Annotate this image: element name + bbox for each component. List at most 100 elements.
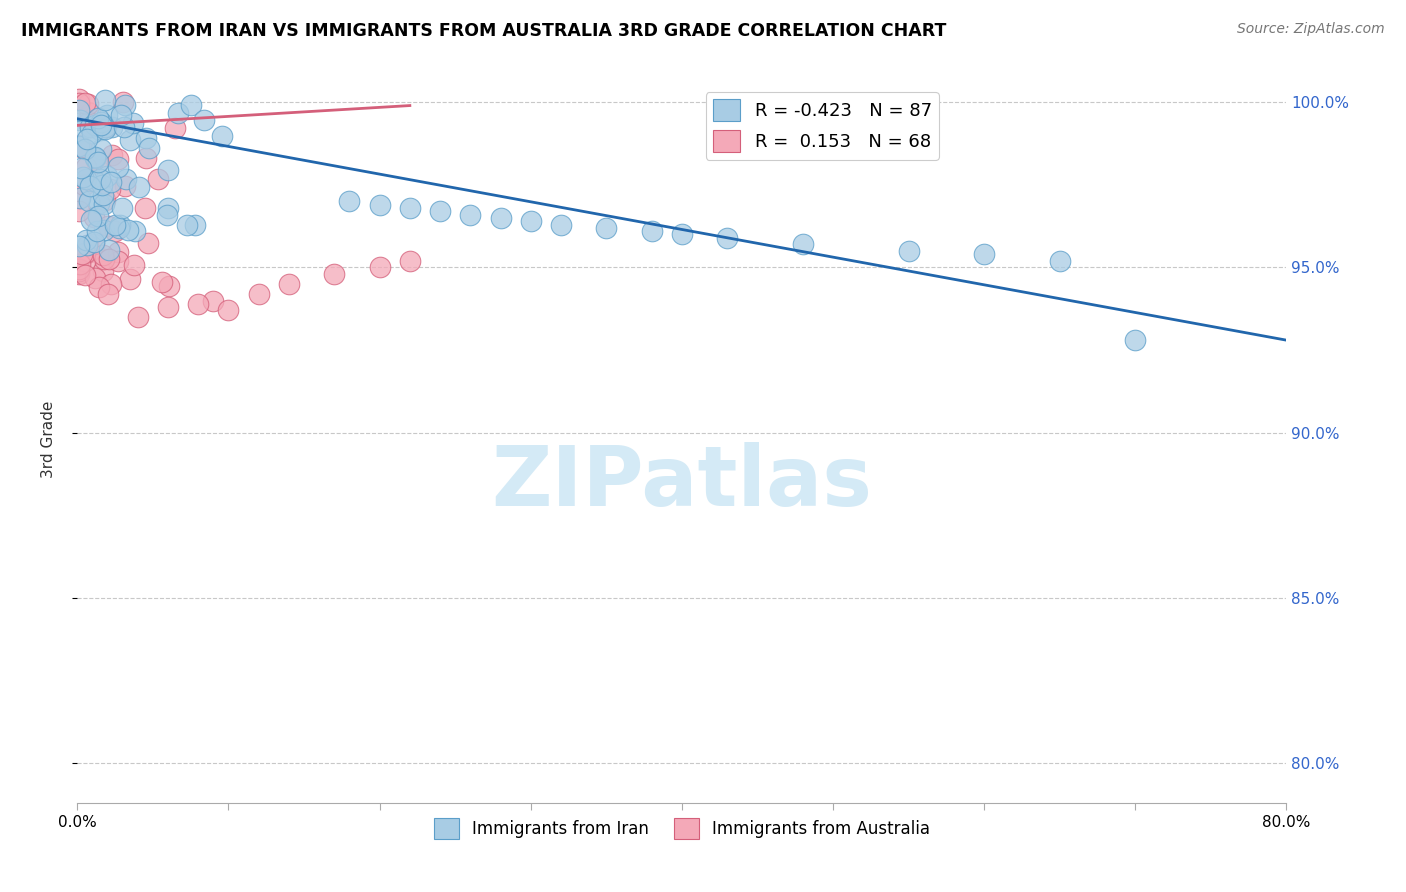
Point bbox=[399, 201, 422, 215]
Point bbox=[75, 247, 97, 261]
Point bbox=[80, 126, 103, 140]
Point bbox=[429, 204, 451, 219]
Point bbox=[76, 132, 98, 146]
Point bbox=[247, 287, 270, 301]
Point bbox=[278, 277, 301, 291]
Point bbox=[77, 238, 100, 252]
Point bbox=[135, 131, 157, 145]
Point bbox=[94, 122, 117, 136]
Point bbox=[79, 245, 101, 260]
Point bbox=[120, 271, 142, 285]
Text: ZIPatlas: ZIPatlas bbox=[492, 442, 872, 524]
Point bbox=[156, 208, 179, 222]
Point bbox=[79, 106, 101, 120]
Point bbox=[156, 201, 179, 215]
Point bbox=[83, 211, 105, 225]
Point bbox=[100, 175, 122, 189]
Point bbox=[89, 123, 111, 137]
Point bbox=[87, 279, 110, 293]
Point bbox=[135, 151, 157, 165]
Point bbox=[96, 108, 118, 122]
Point bbox=[73, 96, 96, 111]
Point bbox=[93, 197, 115, 211]
Point bbox=[138, 141, 160, 155]
Point bbox=[368, 197, 391, 211]
Point bbox=[90, 115, 112, 129]
Point bbox=[84, 118, 107, 132]
Point bbox=[127, 310, 149, 324]
Point bbox=[70, 161, 93, 176]
Point bbox=[75, 161, 97, 175]
Point bbox=[211, 128, 233, 143]
Point bbox=[110, 108, 132, 122]
Point bbox=[80, 213, 103, 227]
Point bbox=[520, 214, 543, 228]
Point bbox=[73, 268, 96, 282]
Point bbox=[94, 193, 117, 207]
Point bbox=[70, 140, 93, 154]
Point bbox=[94, 93, 117, 107]
Point bbox=[76, 237, 98, 252]
Point bbox=[79, 178, 101, 193]
Point bbox=[67, 266, 90, 280]
Point bbox=[97, 252, 120, 266]
Point bbox=[91, 188, 114, 202]
Point bbox=[67, 191, 90, 205]
Point bbox=[111, 202, 134, 216]
Text: IMMIGRANTS FROM IRAN VS IMMIGRANTS FROM AUSTRALIA 3RD GRADE CORRELATION CHART: IMMIGRANTS FROM IRAN VS IMMIGRANTS FROM … bbox=[21, 22, 946, 40]
Point bbox=[70, 247, 93, 261]
Point bbox=[107, 153, 129, 167]
Point bbox=[323, 267, 346, 281]
Point bbox=[973, 247, 995, 261]
Text: Source: ZipAtlas.com: Source: ZipAtlas.com bbox=[1237, 22, 1385, 37]
Point bbox=[93, 223, 115, 237]
Point bbox=[187, 297, 209, 311]
Point bbox=[98, 181, 121, 195]
Point bbox=[67, 267, 90, 281]
Point bbox=[76, 97, 98, 112]
Point bbox=[73, 178, 96, 192]
Point bbox=[89, 196, 111, 211]
Point bbox=[67, 139, 90, 153]
Point bbox=[136, 236, 159, 251]
Point bbox=[368, 260, 391, 275]
Point bbox=[86, 224, 108, 238]
Point bbox=[73, 253, 96, 268]
Point bbox=[98, 243, 121, 257]
Point bbox=[83, 236, 105, 251]
Point bbox=[193, 112, 215, 127]
Point bbox=[87, 209, 110, 223]
Point bbox=[165, 121, 187, 136]
Point bbox=[83, 151, 105, 165]
Point bbox=[104, 218, 127, 232]
Point bbox=[72, 170, 94, 185]
Point bbox=[108, 221, 131, 235]
Point bbox=[595, 220, 617, 235]
Point bbox=[107, 244, 129, 259]
Point bbox=[218, 303, 240, 318]
Point bbox=[118, 132, 141, 146]
Point bbox=[167, 106, 190, 120]
Point bbox=[550, 218, 572, 232]
Point bbox=[96, 120, 118, 135]
Point bbox=[67, 262, 90, 277]
Point bbox=[897, 244, 920, 258]
Point bbox=[67, 92, 90, 106]
Point bbox=[1123, 333, 1146, 347]
Point bbox=[94, 120, 117, 135]
Point bbox=[489, 211, 512, 225]
Point bbox=[73, 142, 96, 156]
Point bbox=[157, 278, 180, 293]
Point bbox=[716, 231, 738, 245]
Point bbox=[399, 253, 422, 268]
Point bbox=[67, 95, 90, 110]
Point bbox=[67, 137, 90, 152]
Point bbox=[76, 114, 98, 128]
Point bbox=[176, 218, 198, 232]
Point bbox=[90, 178, 112, 192]
Point bbox=[83, 150, 105, 164]
Point bbox=[101, 120, 124, 134]
Point bbox=[337, 194, 360, 209]
Point bbox=[91, 247, 114, 261]
Y-axis label: 3rd Grade: 3rd Grade bbox=[42, 401, 56, 478]
